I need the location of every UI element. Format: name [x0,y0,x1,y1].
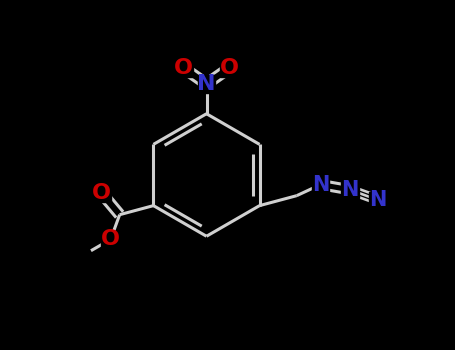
Text: N: N [341,180,359,200]
Text: N: N [369,190,386,210]
Text: N: N [312,175,329,195]
Text: O: O [220,58,239,78]
Text: N: N [197,74,216,94]
Bar [220,59,239,77]
Bar [174,59,193,77]
Text: O: O [92,183,111,203]
Bar [312,177,329,192]
Text: O: O [174,58,193,78]
Bar [198,75,215,93]
Text: O: O [101,229,120,249]
Bar [92,184,111,202]
Bar [101,231,120,248]
Bar [369,192,387,208]
Bar [341,182,359,198]
